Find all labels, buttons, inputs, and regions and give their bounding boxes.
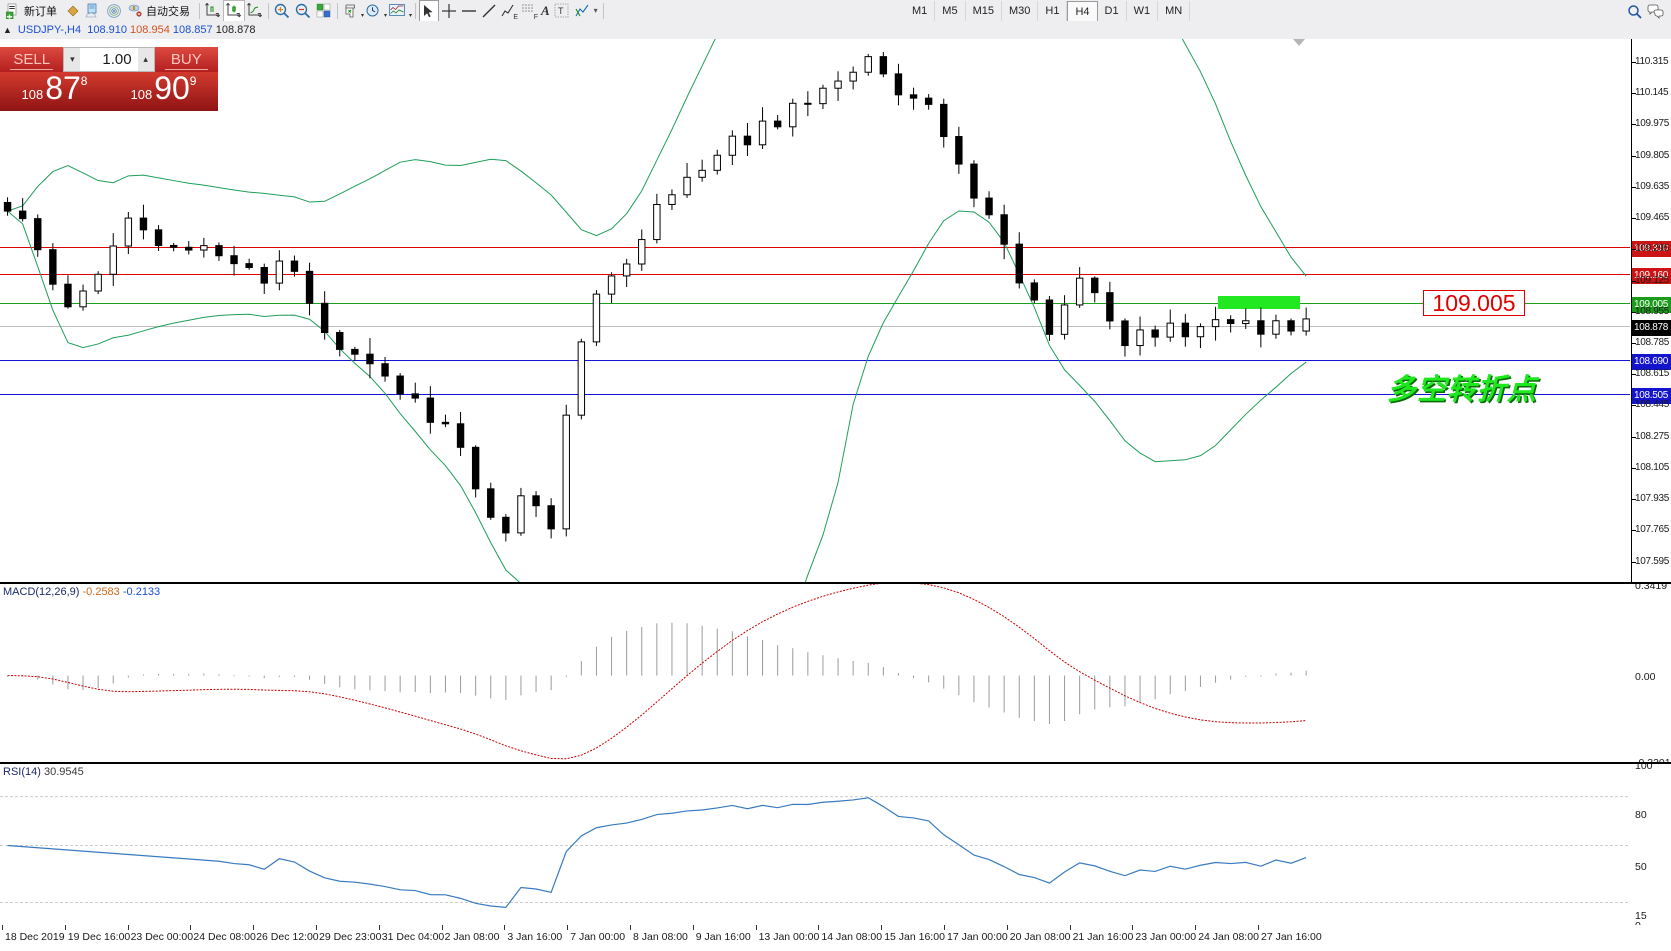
svg-text:T: T	[558, 6, 564, 16]
